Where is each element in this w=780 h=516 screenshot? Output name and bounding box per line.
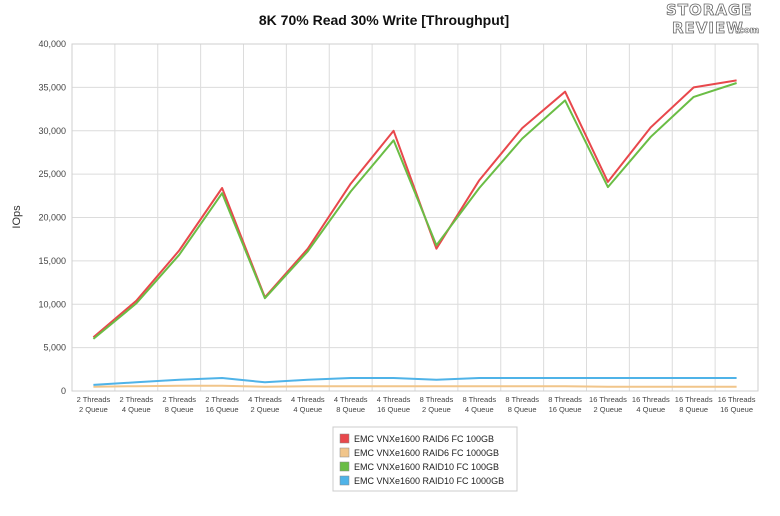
x-tick-label-threads: 8 Threads: [548, 395, 582, 404]
y-tick-label: 30,000: [38, 126, 66, 136]
logo-line2: REVIEW: [672, 19, 744, 37]
x-tick-label-threads: 8 Threads: [420, 395, 454, 404]
y-tick-label: 5,000: [43, 343, 66, 353]
x-tick-label-threads: 8 Threads: [505, 395, 539, 404]
storagereview-logo: STORAGE REVIEW .com: [666, 1, 760, 38]
x-tick-label-threads: 2 Threads: [119, 395, 153, 404]
y-tick-label: 20,000: [38, 213, 66, 223]
y-axis-ticks: 0 5,000 10,000 15,000 20,000 25,000 30,000 35,0…: [38, 39, 66, 396]
series-line-0: [92, 79, 737, 338]
legend-label-2: EMC VNXe1600 RAID10 FC 100GB: [354, 462, 499, 472]
x-tick-label-threads: 16 Threads: [632, 395, 670, 404]
legend-swatch-0: [339, 433, 350, 444]
x-tick-label-queue: 4 Queue: [636, 405, 665, 414]
x-tick-label-queue: 16 Queue: [720, 405, 753, 414]
x-tick-label-queue: 2 Queue: [594, 405, 623, 414]
x-tick-label-threads: 8 Threads: [462, 395, 496, 404]
x-tick-label-queue: 8 Queue: [508, 405, 537, 414]
chart-title: 8K 70% Read 30% Write [Throughput]: [259, 12, 509, 28]
x-tick-label-queue: 16 Queue: [206, 405, 239, 414]
x-tick-label-threads: 2 Threads: [205, 395, 239, 404]
plot-border: [71, 43, 759, 392]
logo-suffix: .com: [735, 26, 759, 36]
x-tick-label-queue: 4 Queue: [465, 405, 494, 414]
x-tick-label-threads: 4 Threads: [248, 395, 282, 404]
x-tick-label-threads: 2 Threads: [162, 395, 196, 404]
series-line-2: [92, 82, 737, 340]
legend-label-3: EMC VNXe1600 RAID10 FC 1000GB: [354, 476, 504, 486]
legend-swatch-1: [339, 447, 350, 458]
x-tick-label-queue: 2 Queue: [79, 405, 108, 414]
series-line-1: [93, 384, 737, 388]
x-tick-label-threads: 16 Threads: [675, 395, 713, 404]
series-line-3: [93, 377, 737, 386]
grid: [71, 43, 759, 392]
y-tick-label: 35,000: [38, 82, 66, 92]
logo-line1: STORAGE: [666, 1, 753, 19]
y-tick-label: 25,000: [38, 169, 66, 179]
x-tick-label-queue: 8 Queue: [336, 405, 365, 414]
x-tick-label-threads: 4 Threads: [334, 395, 368, 404]
x-tick-label-threads: 4 Threads: [377, 395, 411, 404]
x-tick-label-threads: 16 Threads: [589, 395, 627, 404]
x-tick-label-threads: 2 Threads: [77, 395, 111, 404]
x-tick-label-threads: 16 Threads: [718, 395, 756, 404]
x-tick-label-queue: 4 Queue: [122, 405, 151, 414]
y-tick-label: 0: [61, 386, 66, 396]
x-tick-label-queue: 16 Queue: [377, 405, 410, 414]
y-tick-label: 10,000: [38, 299, 66, 309]
y-tick-label: 15,000: [38, 256, 66, 266]
series-lines: [92, 79, 737, 388]
legend-label-1: EMC VNXe1600 RAID6 FC 1000GB: [354, 448, 499, 458]
legend-box: [332, 426, 518, 492]
x-tick-label-queue: 8 Queue: [165, 405, 194, 414]
x-tick-label-queue: 4 Queue: [293, 405, 322, 414]
x-tick-label-queue: 16 Queue: [549, 405, 582, 414]
legend-swatch-2: [339, 461, 350, 472]
x-tick-label-threads: 4 Threads: [291, 395, 325, 404]
legend-label-0: EMC VNXe1600 RAID6 FC 100GB: [354, 434, 494, 444]
x-tick-label-queue: 8 Queue: [679, 405, 708, 414]
legend-swatch-3: [339, 475, 350, 486]
legend: EMC VNXe1600 RAID6 FC 100GB EMC VNXe1600 …: [332, 426, 518, 492]
y-tick-label: 40,000: [38, 39, 66, 49]
x-tick-label-queue: 2 Queue: [422, 405, 451, 414]
y-axis-label: IOps: [11, 205, 23, 229]
x-tick-label-queue: 2 Queue: [251, 405, 280, 414]
